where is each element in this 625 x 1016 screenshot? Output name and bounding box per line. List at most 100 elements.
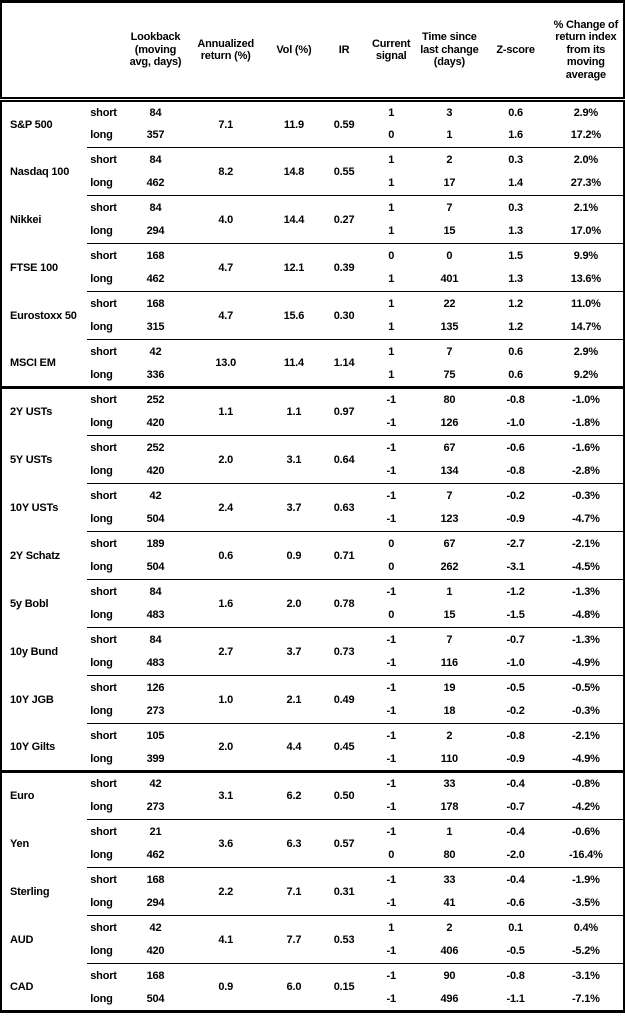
signal-cell: 0 — [388, 537, 395, 550]
annualized-return-cell: 8.2 — [185, 147, 266, 196]
lookback-cell: 42 — [149, 345, 162, 358]
lookback-cell: 504 — [125, 987, 186, 1012]
pct-change-cell: -1.9% — [571, 873, 600, 886]
signal-cell: -1 — [366, 651, 417, 676]
horizon-cell: short — [90, 825, 117, 838]
z-score-cell: -2.7 — [506, 537, 525, 550]
time-since-cell: 2 — [446, 729, 453, 742]
lookback-cell: 399 — [125, 747, 186, 773]
signal-cell: -1 — [386, 873, 397, 886]
pct-change-cell: -0.6% — [571, 825, 600, 838]
horizon-cell: long — [87, 939, 126, 964]
ir-cell: 0.45 — [321, 723, 367, 773]
ir-cell: 0.55 — [321, 147, 367, 196]
col-header-time-since: Time since last change (days) — [416, 1, 483, 102]
horizon-cell: short — [90, 394, 117, 407]
z-score-cell: 0.6 — [508, 345, 523, 358]
asset-name-cell: Yen — [10, 837, 29, 850]
ir-cell: 0.53 — [321, 915, 367, 964]
time-since-cell: 1 — [446, 585, 453, 598]
pct-change-cell: -0.3% — [548, 699, 624, 724]
z-score-cell: 1.4 — [482, 171, 549, 196]
lookback-cell: 168 — [146, 249, 165, 262]
pct-change-cell: -0.3% — [571, 489, 600, 502]
time-since-cell: 262 — [416, 555, 483, 580]
time-since-cell: 134 — [416, 459, 483, 484]
lookback-cell: 336 — [125, 363, 186, 389]
ir-cell: 0.27 — [321, 195, 367, 244]
vol-cell: 2.0 — [265, 579, 322, 628]
time-since-cell: 1 — [446, 825, 453, 838]
signal-cell: -1 — [386, 394, 397, 407]
signal-cell: 1 — [388, 345, 395, 358]
col-header-z-score: Z-score — [482, 1, 549, 102]
horizon-cell: long — [87, 315, 126, 340]
annualized-return-cell: 4.0 — [185, 195, 266, 244]
lookback-cell: 294 — [125, 891, 186, 916]
horizon-cell: short — [90, 921, 117, 934]
annualized-return-cell: 13.0 — [185, 339, 266, 389]
annualized-return-cell: 1.6 — [185, 579, 266, 628]
horizon-cell: long — [87, 795, 126, 820]
table-row: long 294 -1 41 -0.6 -3.5% — [1, 891, 624, 916]
signal-cell: -1 — [386, 825, 397, 838]
signal-cell: 1 — [366, 219, 417, 244]
signal-cell: 1 — [388, 106, 395, 119]
signal-cell: 1 — [366, 171, 417, 196]
pct-change-cell: 27.3% — [548, 171, 624, 196]
time-since-cell: 15 — [416, 603, 483, 628]
time-since-cell: 7 — [446, 633, 453, 646]
table-row: long 420 -1 126 -1.0 -1.8% — [1, 411, 624, 436]
vol-cell: 3.1 — [265, 435, 322, 484]
lookback-cell: 84 — [149, 106, 162, 119]
table-row: Yen short 21 3.6 6.3 0.57 -1 1 -0.4 -0.6% — [1, 819, 624, 868]
table-row: CAD short 168 0.9 6.0 0.15 -1 90 -0.8 -3.1% — [1, 963, 624, 1012]
table-row: FTSE 100 short 168 4.7 12.1 0.39 0 0 1.5 9.9% — [1, 243, 624, 292]
signal-cell: 0 — [366, 123, 417, 148]
pct-change-cell: 2.0% — [573, 153, 598, 166]
annualized-return-cell: 1.1 — [185, 387, 266, 436]
time-since-cell: 67 — [443, 441, 456, 454]
signal-cell: -1 — [366, 507, 417, 532]
z-score-cell: -0.5 — [506, 681, 525, 694]
pct-change-cell: -3.1% — [571, 969, 600, 982]
asset-name-cell: 10y Bund — [10, 645, 58, 658]
table-row: 5y Bobl short 84 1.6 2.0 0.78 -1 1 -1.2 -1.3% — [1, 579, 624, 628]
ir-cell: 0.71 — [321, 531, 367, 580]
horizon-cell: short — [90, 153, 117, 166]
horizon-cell: short — [90, 345, 117, 358]
signal-cell: 1 — [388, 297, 395, 310]
pct-change-cell: 2.1% — [573, 201, 598, 214]
annualized-return-cell: 2.2 — [185, 867, 266, 916]
table-row: long 504 -1 123 -0.9 -4.7% — [1, 507, 624, 532]
lookback-cell: 357 — [125, 123, 186, 148]
signal-cell: -1 — [386, 441, 397, 454]
signal-cell: -1 — [366, 939, 417, 964]
z-score-cell: -0.2 — [506, 489, 525, 502]
horizon-cell: short — [90, 585, 117, 598]
z-score-cell: -0.8 — [506, 969, 525, 982]
ir-cell: 0.78 — [321, 579, 367, 628]
time-since-cell: 0 — [446, 249, 453, 262]
horizon-cell: short — [90, 537, 117, 550]
pct-change-cell: -2.1% — [571, 537, 600, 550]
table-body: S&P 500 short 84 7.1 11.9 0.59 1 3 0.6 2.9% long 35… — [1, 99, 624, 1012]
horizon-cell: long — [87, 843, 126, 868]
lookback-cell: 504 — [125, 555, 186, 580]
ir-cell: 0.63 — [321, 483, 367, 532]
col-header-horizon — [87, 1, 126, 102]
time-since-cell: 15 — [416, 219, 483, 244]
z-score-cell: -0.8 — [506, 394, 525, 407]
header-row: Lookback (moving avg, days) Annualized r… — [1, 1, 624, 102]
time-since-cell: 19 — [443, 681, 456, 694]
time-since-cell: 33 — [443, 873, 456, 886]
signal-cell: 0 — [366, 843, 417, 868]
time-since-cell: 496 — [416, 987, 483, 1012]
col-header-ir: IR — [321, 1, 367, 102]
pct-change-cell: -1.6% — [571, 441, 600, 454]
asset-name-cell: FTSE 100 — [10, 261, 58, 274]
table-row: long 462 1 401 1.3 13.6% — [1, 267, 624, 292]
pct-change-cell: -0.8% — [571, 778, 600, 791]
ir-cell: 0.50 — [321, 771, 367, 820]
ir-cell: 0.73 — [321, 627, 367, 676]
